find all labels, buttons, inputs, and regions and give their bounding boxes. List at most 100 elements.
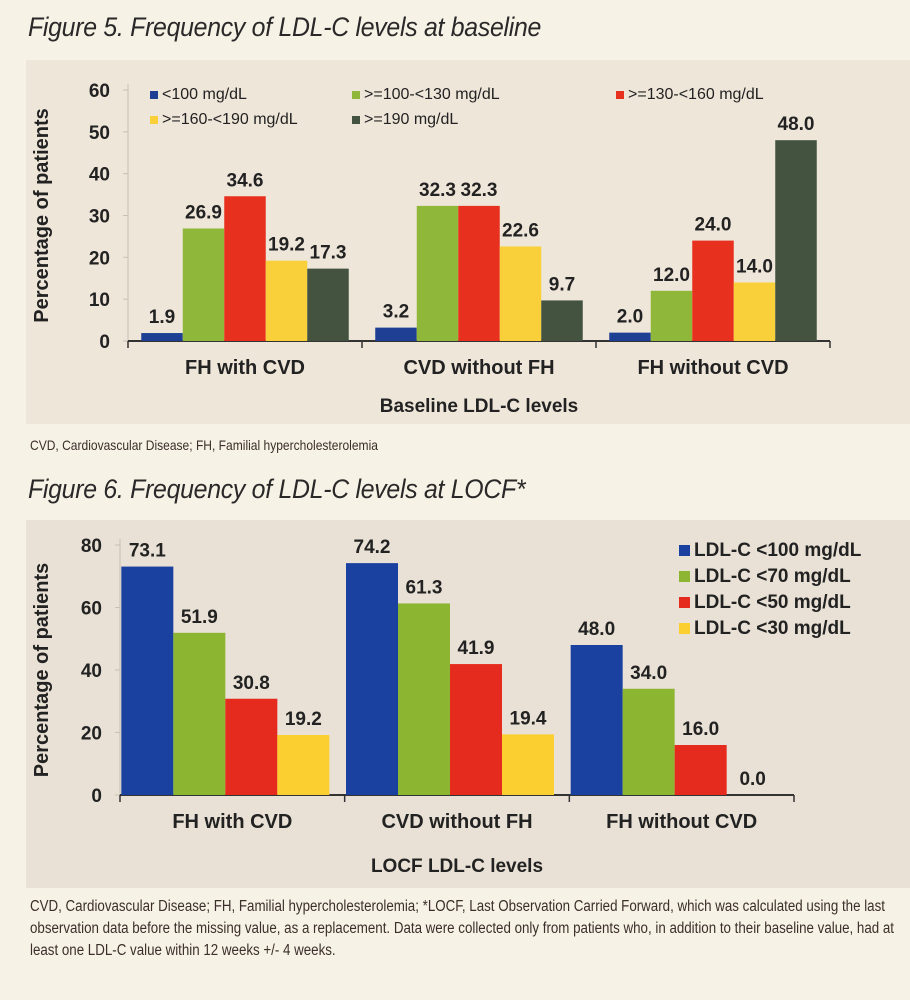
data-label: 34.6 xyxy=(227,170,264,191)
data-label: 74.2 xyxy=(354,537,391,558)
bar xyxy=(277,735,330,795)
figure-5-chart-panel: 0 10 20 30 40 50 60 Percentage of patients 1.9 26… xyxy=(26,60,910,424)
bar xyxy=(458,205,500,341)
data-label: 3.2 xyxy=(383,302,409,323)
legend-label: LDL-C <70 mg/dL xyxy=(694,566,851,587)
data-label: 12.0 xyxy=(653,265,690,286)
bar xyxy=(502,734,554,795)
x-tick-label: FH without CVD xyxy=(637,357,788,379)
y-tick-label: 0 xyxy=(99,332,110,353)
legend-swatch xyxy=(679,597,690,608)
bar xyxy=(225,698,278,795)
data-label: 51.9 xyxy=(181,607,218,628)
data-label: 73.1 xyxy=(129,541,166,562)
y-tick-label: 0 xyxy=(91,786,102,807)
legend-label: >=130-<160 mg/dL xyxy=(628,86,764,103)
legend-swatch xyxy=(352,116,360,124)
figure-6-chart-panel: 0 20 40 60 80 Percentage of patients 73.1 51.9 3… xyxy=(26,520,910,888)
data-label: 19.2 xyxy=(268,235,305,256)
data-label: 41.9 xyxy=(458,638,495,659)
y-tick-label: 50 xyxy=(89,123,110,144)
data-label: 32.3 xyxy=(419,180,456,201)
bar xyxy=(570,645,623,795)
x-axis-title: LOCF LDL-C levels xyxy=(371,856,543,877)
data-label: 22.6 xyxy=(502,220,539,241)
data-label: 30.8 xyxy=(233,673,270,694)
legend-label: >=100-<130 mg/dL xyxy=(364,86,500,103)
data-label: 48.0 xyxy=(778,114,815,135)
x-tick-label: CVD without FH xyxy=(403,357,554,379)
bar xyxy=(307,268,349,341)
bar xyxy=(733,282,776,341)
x-tick-label: FH without CVD xyxy=(606,811,757,833)
legend-swatch xyxy=(150,91,158,99)
data-label: 16.0 xyxy=(682,719,719,740)
legend-label: LDL-C <100 mg/dL xyxy=(694,540,862,561)
figure-6-chart: 0 20 40 60 80 Percentage of patients 73.1 51.9 3… xyxy=(31,536,862,877)
legend-swatch xyxy=(679,545,690,556)
bar xyxy=(416,205,459,341)
y-tick-label: 30 xyxy=(89,207,110,228)
y-tick-label: 60 xyxy=(89,81,110,102)
data-label: 17.3 xyxy=(310,243,347,264)
bar xyxy=(775,140,817,341)
legend-label: >=160-<190 mg/dL xyxy=(162,111,298,128)
x-tick-label: FH with CVD xyxy=(185,357,305,379)
figure-5-chart: 0 10 20 30 40 50 60 Percentage of patients 1.9 26… xyxy=(31,81,831,417)
bar xyxy=(141,333,183,341)
x-tick-label: FH with CVD xyxy=(172,811,292,833)
y-tick-label: 60 xyxy=(81,599,102,620)
data-label: 19.4 xyxy=(510,708,547,729)
bar xyxy=(265,260,308,341)
data-label: 26.9 xyxy=(185,202,222,223)
bar xyxy=(121,566,174,795)
y-axis-title: Percentage of patients xyxy=(31,108,53,323)
legend-swatch xyxy=(679,623,690,634)
figure-5-footnote: CVD, Cardiovascular Disease; FH, Familia… xyxy=(30,437,378,453)
bar xyxy=(674,745,727,795)
bar xyxy=(499,246,542,341)
legend-swatch xyxy=(150,116,158,124)
bar xyxy=(450,664,502,795)
bar xyxy=(346,563,398,795)
data-label: 48.0 xyxy=(578,619,615,640)
data-label: 14.0 xyxy=(736,256,773,277)
legend-label: <100 mg/dL xyxy=(162,86,247,103)
legend-swatch xyxy=(616,91,624,99)
bar xyxy=(182,228,225,341)
legend-swatch xyxy=(679,571,690,582)
bar xyxy=(398,603,450,795)
data-label: 2.0 xyxy=(617,307,643,328)
legend-label: LDL-C <30 mg/dL xyxy=(694,618,851,639)
bar xyxy=(622,688,675,795)
data-label: 61.3 xyxy=(406,577,443,598)
data-label: 19.2 xyxy=(285,709,322,730)
data-label: 1.9 xyxy=(149,307,175,328)
bar xyxy=(375,327,417,341)
x-tick-label: CVD without FH xyxy=(381,811,532,833)
y-tick-label: 10 xyxy=(89,290,110,311)
y-tick-label: 20 xyxy=(81,724,102,745)
data-label: 34.0 xyxy=(630,663,667,684)
y-tick-label: 20 xyxy=(89,248,110,269)
y-tick-label: 80 xyxy=(81,536,102,557)
y-tick-label: 40 xyxy=(81,661,102,682)
figure-6-title: Figure 6. Frequency of LDL-C levels at L… xyxy=(28,474,526,504)
legend-label: LDL-C <50 mg/dL xyxy=(694,592,851,613)
data-label: 0.0 xyxy=(739,769,765,790)
bar xyxy=(541,300,583,341)
data-label: 9.7 xyxy=(549,274,575,295)
legend-swatch xyxy=(352,91,360,99)
data-label: 24.0 xyxy=(695,215,732,236)
figure-6-footnote: CVD, Cardiovascular Disease; FH, Familia… xyxy=(30,898,894,959)
data-label: 32.3 xyxy=(461,180,498,201)
y-tick-label: 40 xyxy=(89,165,110,186)
y-axis-title: Percentage of patients xyxy=(31,563,53,778)
figure-5-title: Figure 5. Frequency of LDL-C levels at b… xyxy=(28,12,542,42)
bar xyxy=(692,240,734,341)
bar xyxy=(224,196,266,341)
x-axis-title: Baseline LDL-C levels xyxy=(380,396,579,417)
bar xyxy=(609,332,651,341)
bar xyxy=(650,290,693,341)
legend-label: >=190 mg/dL xyxy=(364,111,458,128)
